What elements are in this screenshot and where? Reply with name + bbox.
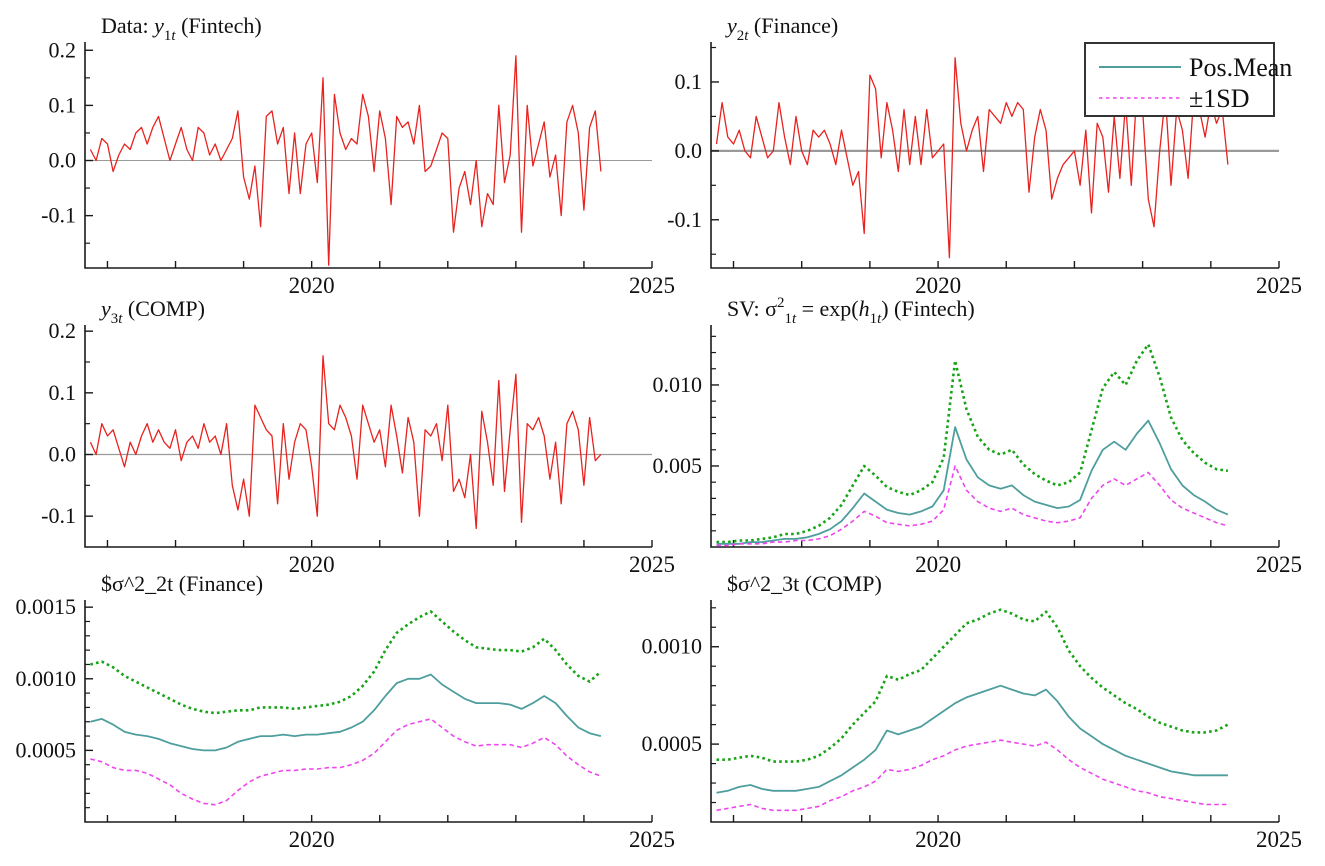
series-upper_1sd-line <box>716 608 1229 763</box>
legend-label: Pos.Mean <box>1189 53 1292 82</box>
x-tick-label: 2020 <box>915 552 961 577</box>
y-tick-label: 0.2 <box>49 318 77 343</box>
x-tick-label: 2025 <box>629 273 675 298</box>
x-tick-label: 2025 <box>629 552 675 577</box>
x-tick-label: 2020 <box>289 827 335 852</box>
panel-y3t-comp: 0.2 0.1 0.0 -0.1 2020 2025 y3t (COMP) <box>41 296 675 577</box>
y-tick-label: 0.1 <box>49 380 77 405</box>
y-tick-label: 0.1 <box>49 92 77 117</box>
panel-title-sigma2-3t-comp: $σ^2_3t (COMP) <box>727 571 882 596</box>
legend-box <box>1084 42 1275 117</box>
y-tick-label: 0.005 <box>653 453 703 478</box>
y-tick-label: 0.2 <box>49 37 77 62</box>
x-tick-label: 2025 <box>1256 273 1302 298</box>
series-returns-line <box>89 355 602 530</box>
panel-sv-sigma2-1t-fintech: 0.010 0.005 2020 2025 SV: σ21t = exp(h1t) (F… <box>653 295 1303 577</box>
x-tick-label: 2020 <box>289 273 335 298</box>
legend-label: ±1SD <box>1189 84 1250 113</box>
panel-title-y2t-finance: y2t (Finance) <box>725 13 838 44</box>
series-lower_1sd-line <box>716 739 1228 812</box>
y-tick-label: 0.0 <box>49 148 77 173</box>
y-tick-label: 0.010 <box>653 372 703 397</box>
series-lower_1sd-line <box>716 465 1229 547</box>
y-tick-label: 0.0 <box>49 442 77 467</box>
legend: Pos.Mean±1SD <box>1084 42 1292 117</box>
x-tick-label: 2020 <box>915 827 961 852</box>
x-tick-label: 2020 <box>915 273 961 298</box>
y-tick-label: 0.0010 <box>642 634 703 659</box>
panel-sigma2-3t-comp: 0.0010 0.0005 2020 2025 $σ^2_3t (COMP) <box>642 571 1303 852</box>
panel-title-y1t-fintech: Data: y1t (Fintech) <box>101 13 262 44</box>
panel-y2t-finance: 0.1 0.0 -0.1 2020 2025 y2t (Finance) Pos.Mean±… <box>667 13 1302 298</box>
axis-lines <box>84 600 652 823</box>
axis-lines <box>84 325 652 548</box>
axis-lines <box>710 42 1279 269</box>
x-tick-label: 2025 <box>1256 827 1302 852</box>
panel-sigma2-2t-finance: 0.0015 0.0010 0.0005 2020 2025 $σ^2_2t (Finan… <box>16 571 676 852</box>
series-pos_mean-line <box>716 419 1229 545</box>
axis-lines <box>84 42 652 269</box>
y-tick-label: 0.0010 <box>16 666 77 691</box>
y-tick-label: 0.1 <box>675 69 703 94</box>
y-tick-label: 0.0005 <box>16 737 77 762</box>
x-tick-label: 2020 <box>289 552 335 577</box>
y-tick-label: -0.1 <box>41 503 76 528</box>
y-tick-label: 0.0005 <box>642 731 703 756</box>
x-tick-label: 2025 <box>1256 552 1302 577</box>
series-returns-line <box>89 55 602 266</box>
y-tick-label: -0.1 <box>41 203 76 228</box>
panel-title-sigma2-2t-finance: $σ^2_2t (Finance) <box>101 571 263 596</box>
series-upper_1sd-line <box>90 610 602 715</box>
panel-title-sv-sigma2-1t-fintech: SV: σ21t = exp(h1t) (Fintech) <box>727 295 975 327</box>
y-tick-label: 0.0 <box>675 138 703 163</box>
axis-lines <box>710 325 1279 548</box>
x-tick-label: 2025 <box>629 827 675 852</box>
y-tick-label: 0.0015 <box>16 594 77 619</box>
series-upper_1sd-line <box>716 343 1229 544</box>
axis-lines <box>710 600 1279 823</box>
panel-title-y3t-comp: y3t (COMP) <box>99 296 205 327</box>
panel-y1t-fintech: 0.2 0.1 0.0 -0.1 2020 2025 Data: y1t (Fintech) <box>41 13 675 298</box>
series-pos_mean-line <box>90 673 602 752</box>
series-lower_1sd-line <box>90 718 602 806</box>
series-pos_mean-line <box>716 684 1228 794</box>
y-tick-label: -0.1 <box>667 207 702 232</box>
